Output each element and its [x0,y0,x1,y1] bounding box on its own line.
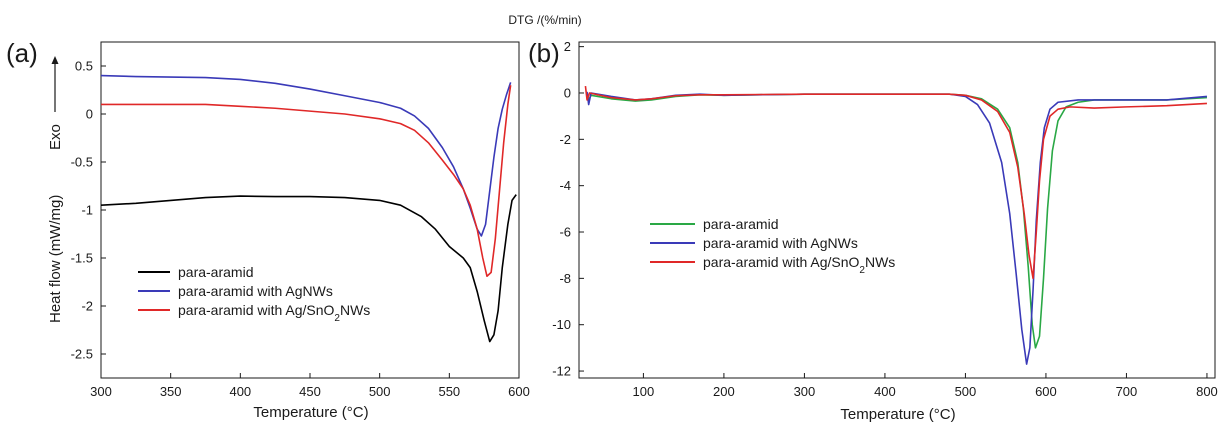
panel-a-x-tick-label: 400 [229,384,251,399]
panel-b-x-tick-label: 200 [713,384,735,399]
panel-b-x-tick-label: 400 [874,384,896,399]
panel-a-y-tick-label: 0 [86,107,93,122]
panel-b-x-tick-label: 300 [794,384,816,399]
panel-b-x-tick-label: 800 [1196,384,1218,399]
panel-b-y-tick-label: -10 [552,317,571,332]
panel-b-y-tick-label: -4 [559,178,571,193]
panel-b-frame [578,41,1216,379]
panel-b-y-tick-label: -6 [559,225,571,240]
panel-a-legend-label: para-aramid [178,264,253,280]
panel-b-label: (b) [528,38,560,68]
panel-a-y-tick-label: -0.5 [71,155,93,170]
panel-b-x-tick-label: 500 [955,384,977,399]
panel-b-y-tick-label: -2 [559,132,571,147]
panel-b-x-axis-title: Temperature (°C) [840,406,955,423]
panel-a-x-tick-label: 350 [160,384,182,399]
panel-a-x-tick-label: 550 [438,384,460,399]
panel-a-series-line-0 [100,194,517,343]
panel-a-y-tick-label: 0.5 [75,59,93,74]
panel-a-y-tick-label: -2.5 [71,347,93,362]
panel-b-plot: 100 200 300 400 500 600 700 800 -12 -10 -8 -6 -4 -2 0 2… [552,39,1218,399]
panel-a-x-tick-label: 450 [299,384,321,399]
panel-b-y-tick-label: 2 [564,39,571,54]
panel-a-x-tick-label: 600 [508,384,530,399]
panel-a-series-line-2 [101,85,512,278]
panel-b-legend-label: para-aramid with AgNWs [703,235,858,251]
panel-b-y-tick-label: -12 [552,364,571,379]
panel-a-exo-label: Exo [47,124,64,150]
panel-a-legend-label: para-aramid with Ag/SnO2NWs [178,302,370,324]
panel-a-x-tick-label: 300 [90,384,112,399]
panel-a-frame [100,41,520,379]
panel-b-series-line-2 [584,85,1207,280]
panel-b-legend-label: para-aramid with Ag/SnO2NWs [703,254,895,276]
panel-b-x-tick-label: 100 [633,384,655,399]
panel-a-label: (a) [6,38,38,68]
panel-b-x-tick-label: 700 [1116,384,1138,399]
panel-b-y-axis-unit: DTG /(%/min) [508,13,581,27]
panel-a-x-tick-label: 500 [369,384,391,399]
panel-b-legend-label: para-aramid [703,216,778,232]
panel-a-y-tick-label: -2 [81,299,93,314]
panel-a-x-axis-title: Temperature (°C) [253,404,368,421]
panel-a-y-axis-title: Heat flow (mW/mg) [47,195,64,323]
panel-b-y-tick-label: 0 [564,85,571,100]
panel-b-x-tick-label: 600 [1035,384,1057,399]
exo-arrow-icon [51,56,59,112]
panel-a-y-tick-label: -1.5 [71,251,93,266]
panel-b-y-tick-label: -8 [559,271,571,286]
panel-b-series-line-1 [586,91,1208,365]
panel-a-plot: 300 350 400 450 500 550 600 -2.5 -2 -1.5 -1 -0.5 0 0.… [71,41,530,399]
panel-a-legend-label: para-aramid with AgNWs [178,283,333,299]
panel-a-series-line-1 [100,74,512,237]
panel-b-series-line-0 [586,92,1207,349]
panel-a-y-tick-label: -1 [81,203,93,218]
